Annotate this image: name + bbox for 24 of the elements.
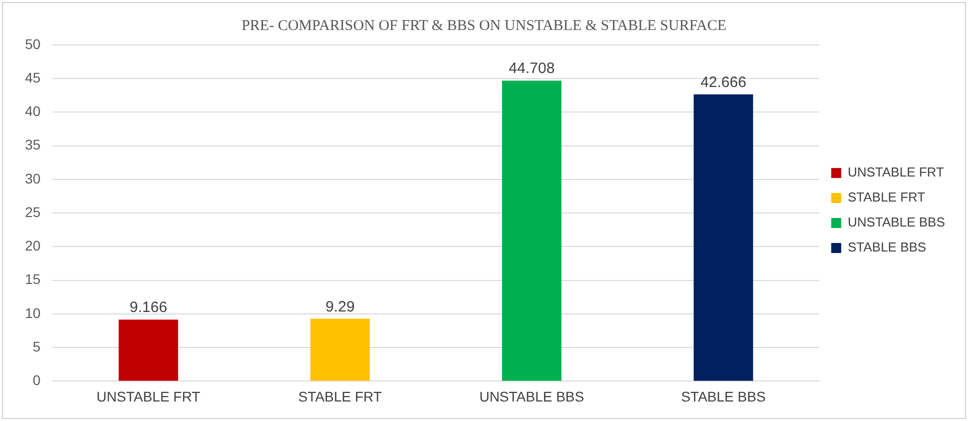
y-tick-label: 10: [24, 304, 41, 321]
y-tick-label: 20: [24, 238, 41, 254]
legend-label: UNSTABLE FRT: [848, 164, 944, 180]
y-tick-label: 0: [32, 372, 41, 388]
data-label: 44.708: [508, 60, 555, 78]
legend-label: STABLE FRT: [848, 190, 926, 205]
data-label: 42.666: [700, 74, 746, 91]
y-tick-label: 30: [24, 170, 41, 186]
y-tick-label: 5: [32, 338, 41, 354]
legend-label: UNSTABLE BBS: [848, 214, 946, 230]
y-tick-label: 50: [24, 36, 41, 52]
data-label: 9.166: [130, 299, 168, 316]
y-tick-label: 15: [24, 271, 41, 288]
x-tick-label: UNSTABLE FRT: [96, 388, 201, 404]
x-tick-label: UNSTABLE BBS: [479, 388, 584, 404]
x-tick-label: STABLE BBS: [681, 388, 766, 404]
legend-label: STABLE BBS: [848, 240, 927, 255]
y-tick-label: 35: [24, 136, 41, 153]
y-tick-label: 45: [24, 69, 41, 86]
y-tick-label: 25: [24, 204, 41, 220]
chart-title: PRE- COMPARISON OF FRT & BBS ON UNSTABLE & STABLE SURFACE: [242, 18, 726, 34]
y-tick-label: 40: [24, 103, 41, 120]
data-label: 9.29: [325, 298, 355, 316]
x-tick-label: STABLE FRT: [298, 388, 382, 404]
